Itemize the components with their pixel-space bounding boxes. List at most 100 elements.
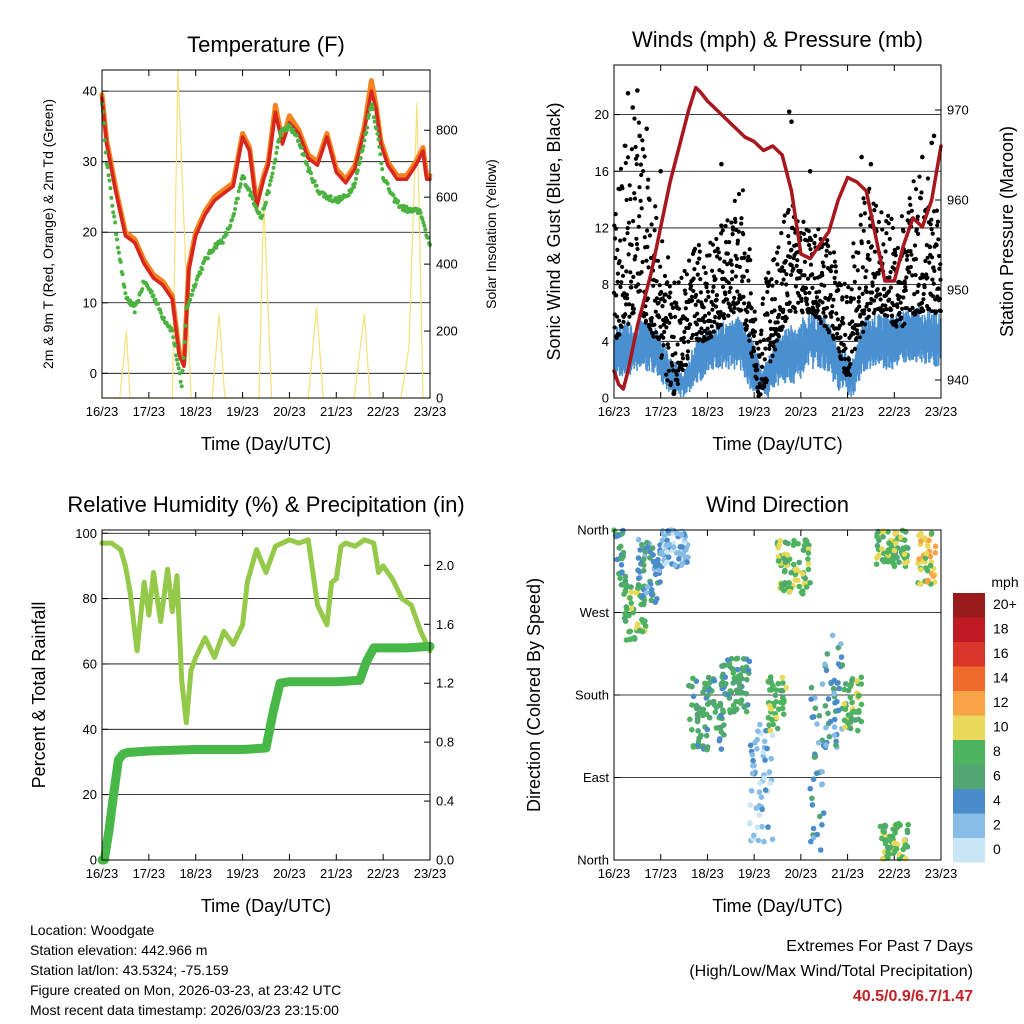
gust-point — [697, 249, 702, 254]
direction-point — [736, 698, 743, 705]
gust-point — [824, 305, 830, 310]
gust-point — [840, 295, 845, 300]
gust-point — [695, 260, 700, 265]
gust-point — [785, 293, 790, 298]
gust-point — [714, 236, 719, 242]
direction-point — [819, 822, 825, 828]
y-tick-label: North — [577, 523, 609, 538]
gust-point — [731, 227, 736, 232]
direction-point — [665, 542, 672, 548]
gust-point — [726, 313, 731, 318]
gust-point — [625, 91, 631, 96]
gust-point — [863, 275, 868, 280]
gust-point — [774, 338, 779, 343]
y-tick-label: 10 — [83, 295, 97, 310]
gust-point — [907, 196, 912, 201]
gust-point — [718, 322, 723, 327]
direction-point — [796, 583, 802, 590]
gust-point — [930, 277, 935, 282]
gust-point — [756, 346, 761, 351]
gust-point — [627, 314, 632, 319]
gust-point — [629, 147, 635, 152]
gust-point — [753, 317, 758, 322]
y2-tick-label: 2.0 — [436, 558, 454, 573]
gust-point — [802, 273, 807, 278]
dewpoint-point — [277, 137, 282, 142]
gust-point — [883, 303, 888, 308]
chart-title: Winds (mph) & Pressure (mb) — [632, 27, 923, 52]
direction-point — [686, 682, 692, 689]
gust-point — [821, 310, 826, 315]
gust-point — [692, 246, 698, 251]
direction-point — [707, 699, 713, 706]
dewpoint-point — [122, 284, 127, 289]
direction-point — [770, 721, 776, 728]
gust-point — [831, 336, 836, 341]
gust-point — [886, 213, 891, 218]
dewpoint-point — [391, 193, 396, 198]
x-tick-label: 18/23 — [179, 866, 212, 881]
gust-point — [751, 333, 757, 338]
y-tick-label: 0 — [90, 366, 97, 381]
legend-swatch — [953, 813, 985, 838]
gust-point — [910, 273, 915, 278]
dewpoint-point — [365, 125, 370, 130]
direction-point — [641, 562, 647, 568]
gust-point — [899, 315, 904, 320]
direction-point — [927, 553, 934, 560]
direction-point — [781, 587, 787, 594]
gust-point — [929, 309, 934, 314]
direction-point — [891, 561, 897, 568]
gust-point — [716, 250, 721, 255]
gust-point — [634, 236, 639, 241]
direction-point — [640, 601, 647, 608]
gust-point — [670, 305, 676, 310]
gust-point — [781, 307, 786, 312]
direction-point — [617, 575, 623, 582]
gust-point — [667, 320, 672, 325]
gust-point — [897, 294, 903, 299]
dewpoint-point — [234, 201, 238, 205]
gust-point — [698, 277, 703, 282]
direction-point — [816, 713, 823, 719]
y-axis-label: Percent & Total Rainfall — [29, 602, 49, 789]
direction-point — [904, 559, 911, 565]
gust-point — [814, 295, 820, 300]
gust-point — [787, 300, 792, 305]
direction-point — [706, 714, 713, 721]
direction-point — [737, 688, 743, 695]
gust-point — [860, 265, 866, 270]
gust-point — [904, 257, 910, 262]
direction-point — [847, 725, 854, 732]
gust-point — [736, 300, 741, 305]
dewpoint-point — [354, 176, 358, 181]
gust-point — [713, 304, 719, 309]
direction-point — [922, 555, 929, 561]
gust-point — [631, 306, 637, 311]
direction-point — [901, 537, 908, 543]
direction-point — [752, 739, 758, 746]
dewpoint-point — [110, 203, 115, 208]
direction-point — [725, 657, 731, 663]
gust-point — [624, 292, 630, 297]
gust-point — [858, 312, 863, 317]
dewpoint-point — [214, 245, 219, 250]
gust-point — [933, 297, 938, 302]
gust-point — [665, 280, 670, 285]
gust-point — [870, 290, 875, 295]
gust-point — [658, 324, 663, 329]
direction-point — [810, 825, 817, 832]
gust-point — [843, 332, 848, 337]
gust-point — [907, 270, 912, 275]
gust-point — [852, 346, 858, 351]
gust-point — [847, 372, 853, 378]
gust-point — [860, 291, 865, 296]
gust-point — [629, 285, 634, 290]
gust-point — [862, 200, 867, 205]
direction-point — [685, 554, 691, 560]
gust-point — [620, 264, 625, 269]
gust-point — [781, 219, 787, 224]
direction-point — [693, 703, 700, 709]
gust-point — [703, 313, 708, 318]
